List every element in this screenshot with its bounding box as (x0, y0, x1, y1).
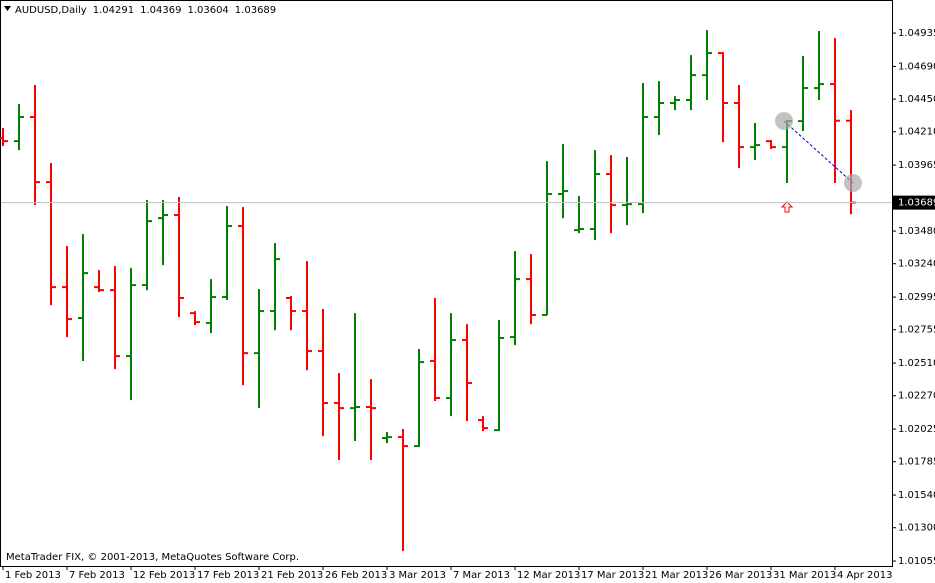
x-tick-label: 26 Feb 2013 (325, 570, 387, 581)
x-tick-label: 3 Mar 2013 (389, 570, 446, 581)
x-tick-label: 17 Mar 2013 (581, 570, 644, 581)
x-tick-label: 12 Feb 2013 (133, 570, 195, 581)
anchor (844, 174, 862, 192)
x-tick-label: 17 Feb 2013 (197, 570, 259, 581)
x-tick-label: 4 Apr 2013 (837, 570, 892, 581)
y-tick-label: 1.02995 (898, 292, 935, 303)
trend-line (783, 120, 854, 184)
header-close: 1.03689 (235, 5, 276, 16)
y-tick-label: 1.04450 (898, 94, 935, 105)
x-tick-label: 1 Feb 2013 (5, 570, 61, 581)
copyright: MetaTrader FIX, © 2001-2013, MetaQuotes … (6, 552, 299, 563)
y-tick-label: 1.01785 (898, 457, 935, 468)
x-tick-label: 7 Mar 2013 (453, 570, 510, 581)
current-price-label: 1.03689 (898, 198, 935, 209)
y-tick-label: 1.02510 (898, 358, 935, 369)
x-tick-label: 21 Feb 2013 (261, 570, 323, 581)
arrow-sign (780, 201, 794, 213)
collapse-icon (4, 6, 11, 11)
y-tick-label: 1.02270 (898, 391, 935, 402)
y-tick-label: 1.02755 (898, 325, 935, 336)
y-tick-label: 1.02025 (898, 424, 935, 435)
current-price-box (893, 195, 935, 210)
y-tick-label: 1.03965 (898, 160, 935, 171)
header-high: 1.04369 (140, 5, 181, 16)
x-tick-label: 21 Mar 2013 (645, 570, 708, 581)
x-tick-label: 12 Mar 2013 (517, 570, 580, 581)
bars (0, 30, 856, 552)
y-tick-label: 1.01300 (898, 523, 935, 534)
header-low: 1.03604 (187, 5, 228, 16)
plot-frame (0, 0, 893, 567)
anchor (775, 112, 793, 130)
y-tick-label: 1.04210 (898, 127, 935, 138)
header-open: 1.04291 (93, 5, 134, 16)
x-tick-label: 7 Feb 2013 (69, 570, 125, 581)
y-tick-label: 1.01540 (898, 490, 935, 501)
y-tick-label: 1.04690 (898, 61, 935, 72)
x-tick-label: 31 Mar 2013 (773, 570, 836, 581)
y-tick-label: 1.04935 (898, 28, 935, 39)
y-tick-label: 1.03240 (898, 259, 935, 270)
symbol: AUDUSD,Daily (15, 5, 87, 16)
y-tick-label: 1.01055 (898, 556, 935, 567)
y-tick-label: 1.03480 (898, 226, 935, 237)
x-tick-label: 26 Mar 2013 (709, 570, 772, 581)
chart-header: AUDUSD,Daily 1.04291 1.04369 1.03604 1.03689 (15, 5, 276, 16)
